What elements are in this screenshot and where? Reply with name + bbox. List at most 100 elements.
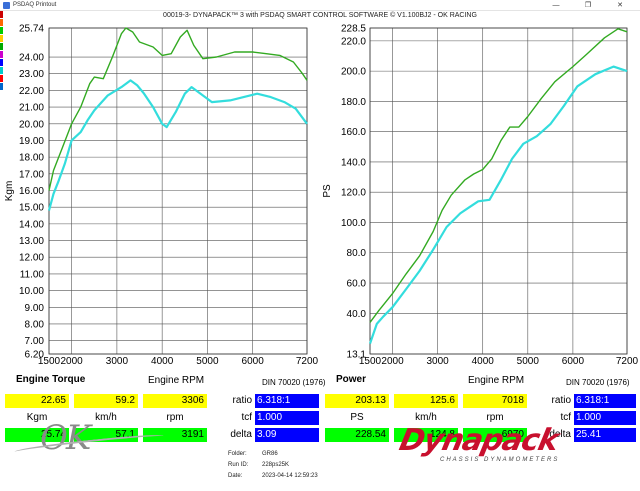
restore-button[interactable]: ❐ (584, 2, 592, 9)
power-unit-rpm: rpm (486, 412, 504, 423)
x-tick-label: 1500 (38, 356, 61, 367)
date-value: 2023-04-14 12:59:23 (262, 473, 318, 479)
torque-tcf-value: 1.000 (255, 411, 319, 425)
color-swatch (0, 59, 3, 66)
ok-racing-logo: OK (13, 418, 165, 458)
window-titlebar: PSDAQ Printout — ❐ ✕ (0, 0, 640, 11)
close-button[interactable]: ✕ (617, 2, 623, 9)
x-tick-label: 7200 (296, 356, 319, 367)
power-speed-box: 125.6 (394, 394, 458, 408)
y-tick-label: 22.00 (19, 86, 44, 97)
window-title: PSDAQ Printout (13, 2, 57, 8)
dynapack-tagline: CHASSIS DYNAMOMETERS (440, 457, 560, 463)
torque-din-label: DIN 70020 (1976) (262, 378, 326, 387)
series-line-lower (368, 65, 628, 344)
x-tick-label: 3000 (106, 356, 129, 367)
x-tick-label: 4000 (472, 356, 495, 367)
y-tick-label: 17.00 (19, 169, 44, 180)
y-tick-label: 25.74 (19, 24, 44, 35)
y-tick-label: 15.00 (19, 203, 44, 214)
x-tick-label: 2000 (381, 356, 404, 367)
y-tick-label: 60.0 (347, 279, 367, 290)
y-tick-label: 228.5 (341, 24, 366, 35)
torque-speed-box: 59.2 (74, 394, 138, 408)
report-subtitle: 00019-3- DYNAPACK™ 3 with PSDAQ SMART CO… (163, 12, 477, 19)
color-swatch (0, 83, 3, 90)
y-tick-label: 180.0 (341, 97, 366, 108)
color-swatch (0, 75, 3, 82)
minimize-button[interactable]: — (552, 2, 560, 9)
y-tick-label: 100.0 (341, 218, 366, 229)
series-line-upper (48, 27, 308, 191)
color-swatch (0, 67, 3, 74)
y-tick-label: 24.00 (19, 53, 44, 64)
power-din-label: DIN 70020 (1976) (566, 378, 630, 387)
x-tick-label: 3000 (427, 356, 450, 367)
power-tcf-label: tcf (560, 412, 571, 423)
y-tick-label: 7.00 (25, 336, 45, 347)
y-tick-label: 200.0 (341, 67, 366, 78)
x-tick-label: 1500 (359, 356, 382, 367)
y-tick-label: 220.0 (341, 36, 366, 47)
torque-max-speed-box: 57.1 (74, 428, 138, 442)
dynapack-logo: Dynapack (396, 423, 562, 458)
y-tick-label: 11.00 (20, 269, 45, 280)
power-max-rpm-box: 6970 (463, 428, 527, 442)
run-id-value: 228ps25K (262, 462, 290, 468)
run-id-label: Run ID: (228, 462, 249, 468)
y-tick-label: 6.20 (25, 350, 45, 361)
y-tick-label: 140.0 (341, 157, 366, 168)
y-tick-label: 19.00 (19, 136, 44, 147)
torque-value-box: 22.65 (5, 394, 69, 408)
y-tick-label: 10.00 (19, 286, 44, 297)
torque-tcf-label: tcf (241, 412, 252, 423)
torque-rpm-label: Engine RPM (148, 375, 205, 386)
power-rpm-label: Engine RPM (468, 375, 525, 386)
app-icon (3, 2, 10, 9)
y-tick-label: 23.00 (19, 69, 44, 80)
power-title: Power (336, 374, 367, 385)
y-tick-label: 12.00 (19, 253, 44, 264)
color-swatch (0, 43, 3, 50)
y-tick-label: 120.0 (341, 188, 366, 199)
y-tick-label: 18.00 (19, 153, 44, 164)
color-swatch (0, 27, 3, 34)
series-line-upper (369, 28, 628, 323)
x-tick-label: 7200 (616, 356, 639, 367)
y-axis-label: Kgm (4, 181, 15, 202)
y-tick-label: 9.00 (25, 303, 45, 314)
color-swatch (0, 11, 3, 18)
x-tick-label: 5000 (196, 356, 219, 367)
y-tick-label: 80.0 (347, 248, 367, 259)
dyno-charts: 1500 2000 3000 4000 5000 6000 720025.7424.0023… (4, 24, 639, 368)
torque-rpm-box: 3306 (143, 394, 207, 408)
power-unit-kmh: km/h (415, 412, 437, 423)
torque-delta-value: 3.09 (255, 428, 319, 442)
torque-unit-kmh: km/h (95, 412, 117, 423)
folder-value: GR86 (262, 451, 278, 457)
torque-ratio-value: 6.318:1 (255, 394, 319, 408)
power-rpm-box: 7018 (463, 394, 527, 408)
torque-unit-kgm: Kgm (26, 412, 48, 423)
color-swatch-strip (0, 11, 3, 491)
folder-label: Folder: (228, 451, 247, 457)
power-unit-ps: PS (350, 412, 364, 423)
torque-max-box: 25.74 (5, 428, 69, 442)
x-tick-label: 6000 (562, 356, 585, 367)
x-tick-label: 5000 (517, 356, 540, 367)
x-tick-label: 2000 (61, 356, 84, 367)
plot-frame (369, 27, 628, 355)
y-tick-label: 40.0 (347, 309, 367, 320)
y-tick-label: 13.1 (347, 350, 367, 361)
power-delta-value: 25.41 (574, 428, 636, 442)
power-tcf-value: 1.000 (574, 411, 636, 425)
power-max-speed-box: 124.8 (394, 428, 458, 442)
x-tick-label: 6000 (242, 356, 265, 367)
ok-logo-text: OK (40, 418, 91, 458)
plot-frame (48, 27, 308, 355)
torque-title: Engine Torque (16, 374, 86, 385)
torque-unit-rpm: rpm (166, 412, 184, 423)
y-tick-label: 21.00 (19, 103, 44, 114)
y-tick-label: 13.00 (19, 236, 44, 247)
x-tick-label: 4000 (151, 356, 174, 367)
